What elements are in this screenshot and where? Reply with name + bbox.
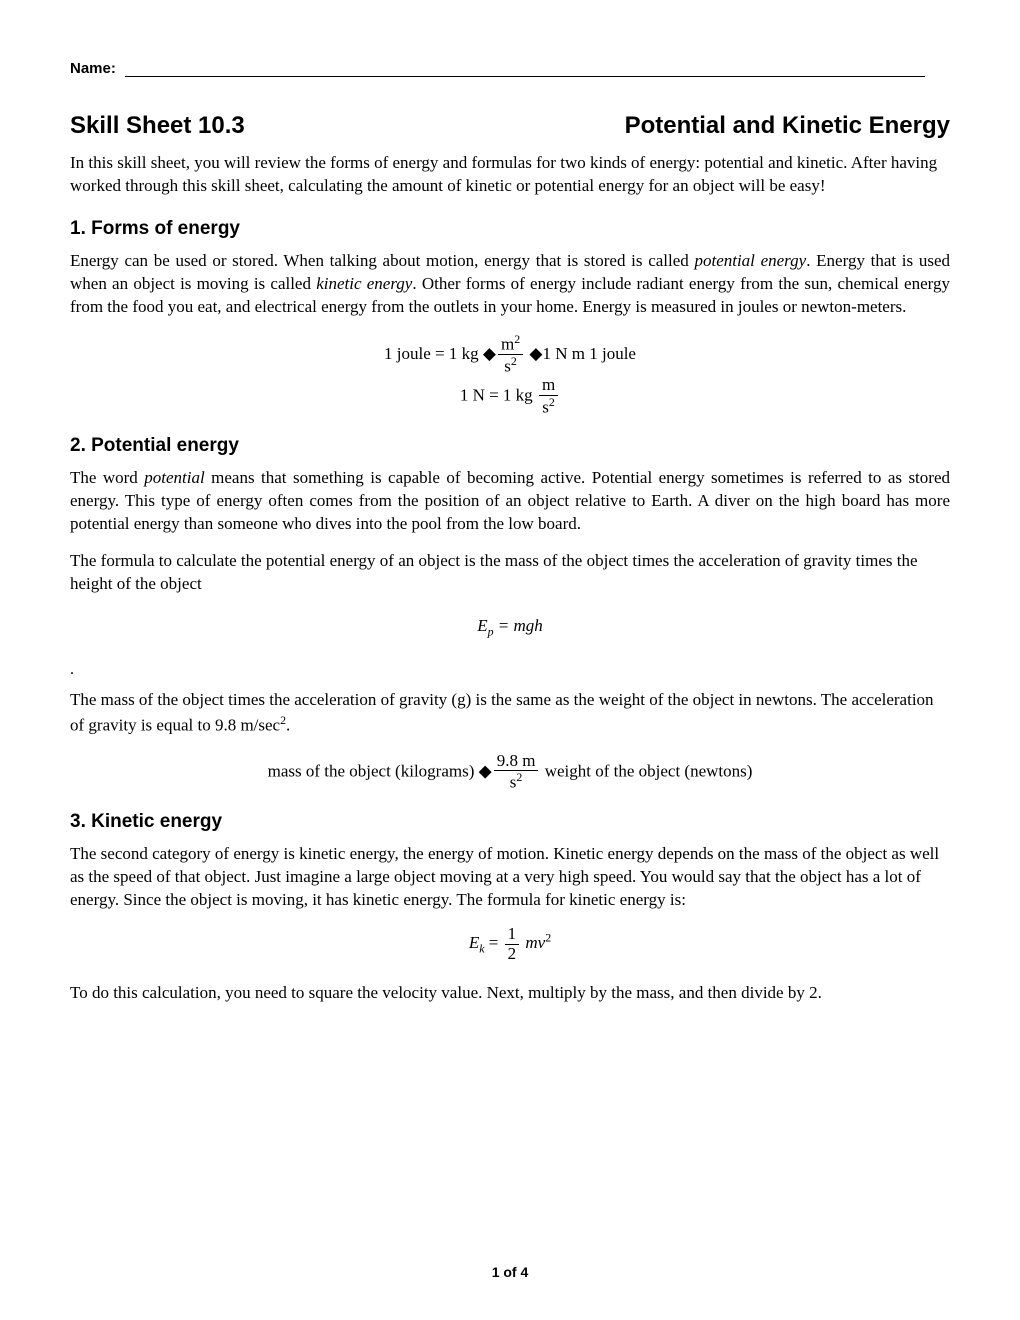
formula-ep-rhs: = mgh: [494, 616, 543, 635]
section1-italic-2: kinetic energy: [316, 274, 412, 293]
formula3-suffix: weight of the object (newtons): [540, 761, 752, 780]
formula2-num: m: [539, 376, 558, 396]
diamond-icon: ◆: [483, 343, 496, 362]
formula2-prefix: 1 N = 1 kg: [460, 386, 537, 405]
formula-joule: 1 joule = 1 kg ◆m2s2 ◆1 N m 1 joule: [70, 333, 950, 377]
section2-paragraph1: The word potential means that something …: [70, 467, 950, 536]
formula3-prefix: mass of the object (kilograms): [268, 761, 479, 780]
section2-heading: 2. Potential energy: [70, 435, 950, 457]
formula1-fraction: m2s2: [498, 333, 523, 377]
section2-p3-a: The mass of the object times the acceler…: [70, 690, 934, 735]
name-field: Name:: [70, 60, 950, 77]
formula3-fraction: 9.8 ms2: [494, 752, 539, 793]
intro-text: In this skill sheet, you will review the…: [70, 152, 950, 198]
formula1-prefix: 1 joule = 1 kg: [384, 343, 483, 362]
section3-heading: 3. Kinetic energy: [70, 811, 950, 833]
topic-title: Potential and Kinetic Energy: [625, 112, 950, 140]
formula1-den: s: [504, 357, 511, 376]
section1-heading: 1. Forms of energy: [70, 218, 950, 240]
page-number: 1 of 4: [0, 1264, 1020, 1280]
formula2-fraction: ms2: [539, 376, 558, 417]
formula-newton: 1 N = 1 kg ms2: [70, 376, 950, 417]
formula-ek-e: E: [469, 934, 479, 953]
formula3-num: 9.8 m: [494, 752, 539, 772]
formula-ek-eq: =: [485, 934, 503, 953]
formula-ek-den: 2: [505, 945, 520, 964]
formula-ek-num: 1: [505, 925, 520, 945]
section1-paragraph: Energy can be used or stored. When talki…: [70, 250, 950, 319]
name-label: Name:: [70, 60, 116, 77]
formula-ek-half: 12: [505, 925, 520, 963]
name-underline: [125, 76, 925, 77]
formula-ek-sup: 2: [545, 931, 551, 945]
section2-text-a: The word: [70, 468, 144, 487]
header-row: Skill Sheet 10.3 Potential and Kinetic E…: [70, 112, 950, 140]
diamond-icon: ◆: [479, 761, 492, 780]
section3-paragraph1: The second category of energy is kinetic…: [70, 843, 950, 912]
formula1-mid: 1 N m 1 joule: [542, 343, 636, 362]
skill-sheet-title: Skill Sheet 10.3: [70, 112, 245, 140]
section2-paragraph2: The formula to calculate the potential e…: [70, 550, 950, 596]
formula2-den: s: [542, 398, 549, 417]
diamond-icon: ◆: [529, 343, 542, 362]
section1-formula: 1 joule = 1 kg ◆m2s2 ◆1 N m 1 joule 1 N …: [70, 333, 950, 418]
section2-italic: potential: [144, 468, 204, 487]
section2-formula-ep: Ep = mgh: [70, 610, 950, 643]
section2-paragraph3: The mass of the object times the acceler…: [70, 689, 950, 738]
section2-formula-weight: mass of the object (kilograms) ◆9.8 ms2 …: [70, 752, 950, 793]
section3-formula-ek: Ek = 12 mv2: [70, 925, 950, 963]
formula-ep-e: E: [477, 616, 487, 635]
section3-paragraph2: To do this calculation, you need to squa…: [70, 982, 950, 1005]
section1-text-a: Energy can be used or stored. When talki…: [70, 251, 694, 270]
section2-dot: .: [70, 661, 950, 679]
formula-ek-mv: mv: [521, 934, 545, 953]
formula1-num: m: [501, 334, 514, 353]
section2-p3-b: .: [286, 716, 290, 735]
section1-italic-1: potential energy: [694, 251, 806, 270]
